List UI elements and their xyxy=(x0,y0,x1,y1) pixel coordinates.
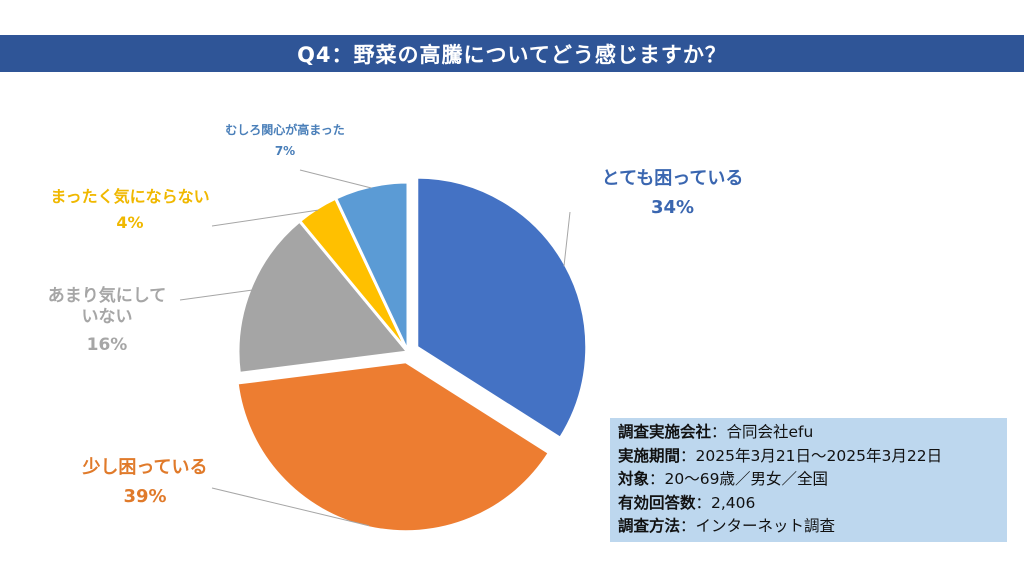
survey-info-row: 調査方法：インターネット調査 xyxy=(618,515,1007,539)
survey-info-row: 有効回答数：2,406 xyxy=(618,492,1007,516)
survey-info-row: 調査実施会社：合同会社efu xyxy=(618,421,1007,445)
label-not-concerned-line1: あまり気にして xyxy=(47,286,167,306)
pie-slice-interest-increased xyxy=(333,180,410,353)
label-interest-increased: むしろ関心が高まった 7% xyxy=(200,123,370,159)
pie-slice-not-concerned xyxy=(236,218,411,375)
survey-info-row: 対象：20～69歳／男女／全国 xyxy=(618,468,1007,492)
leader-line-interest-increased xyxy=(299,169,372,189)
label-very-troubled-pct: 34% xyxy=(650,196,695,218)
label-somewhat-troubled-text: 少し困っている xyxy=(82,457,208,478)
label-not-concerned: あまり気にして いない 16% xyxy=(22,286,192,356)
label-not-concerned-line2: いない xyxy=(81,307,133,328)
survey-info-value: ：合同会社efu xyxy=(711,423,814,441)
survey-info-key: 対象 xyxy=(618,470,650,488)
survey-info-value: ：インターネット調査 xyxy=(680,517,836,535)
survey-info-key: 有効回答数 xyxy=(618,493,696,512)
label-not-concerned-pct: 16% xyxy=(86,334,128,355)
label-not-bothered-text: まったく気にならない xyxy=(50,187,210,206)
chart-title: Q4：野菜の高騰についてどう感じますか？ xyxy=(0,35,1024,72)
leader-line-not-bothered xyxy=(211,209,319,227)
label-not-bothered-pct: 4% xyxy=(116,213,144,232)
survey-info-key: 調査実施会社 xyxy=(618,423,712,441)
label-not-bothered: まったく気にならない 4% xyxy=(30,187,230,233)
label-interest-increased-text: むしろ関心が高まった xyxy=(225,123,345,137)
survey-info-value: ：2025年3月21日～2025年3月22日 xyxy=(680,446,943,465)
label-very-troubled-text: とても困っている xyxy=(601,168,744,189)
pie-slice-very-troubled xyxy=(415,175,589,441)
label-somewhat-troubled: 少し困っている 39% xyxy=(60,457,230,508)
survey-info-key: 実施期間 xyxy=(618,446,681,465)
label-somewhat-troubled-pct: 39% xyxy=(123,485,167,507)
pie-slice-somewhat-troubled xyxy=(235,360,552,534)
leader-line-not-concerned xyxy=(179,289,252,301)
survey-info-row: 実施期間：2025年3月21日～2025年3月22日 xyxy=(618,445,1007,469)
label-interest-increased-pct: 7% xyxy=(274,144,296,158)
survey-info-box: 調査実施会社：合同会社efu 実施期間：2025年3月21日～2025年3月22… xyxy=(610,418,1007,542)
label-very-troubled: とても困っている 34% xyxy=(575,168,770,219)
survey-info-value: ：20～69歳／男女／全国 xyxy=(649,470,828,488)
survey-info-value: ：2,406 xyxy=(695,493,756,512)
leader-line-very-troubled xyxy=(563,211,571,267)
leader-line-somewhat-troubled xyxy=(211,487,370,527)
survey-info-key: 調査方法 xyxy=(618,517,681,535)
